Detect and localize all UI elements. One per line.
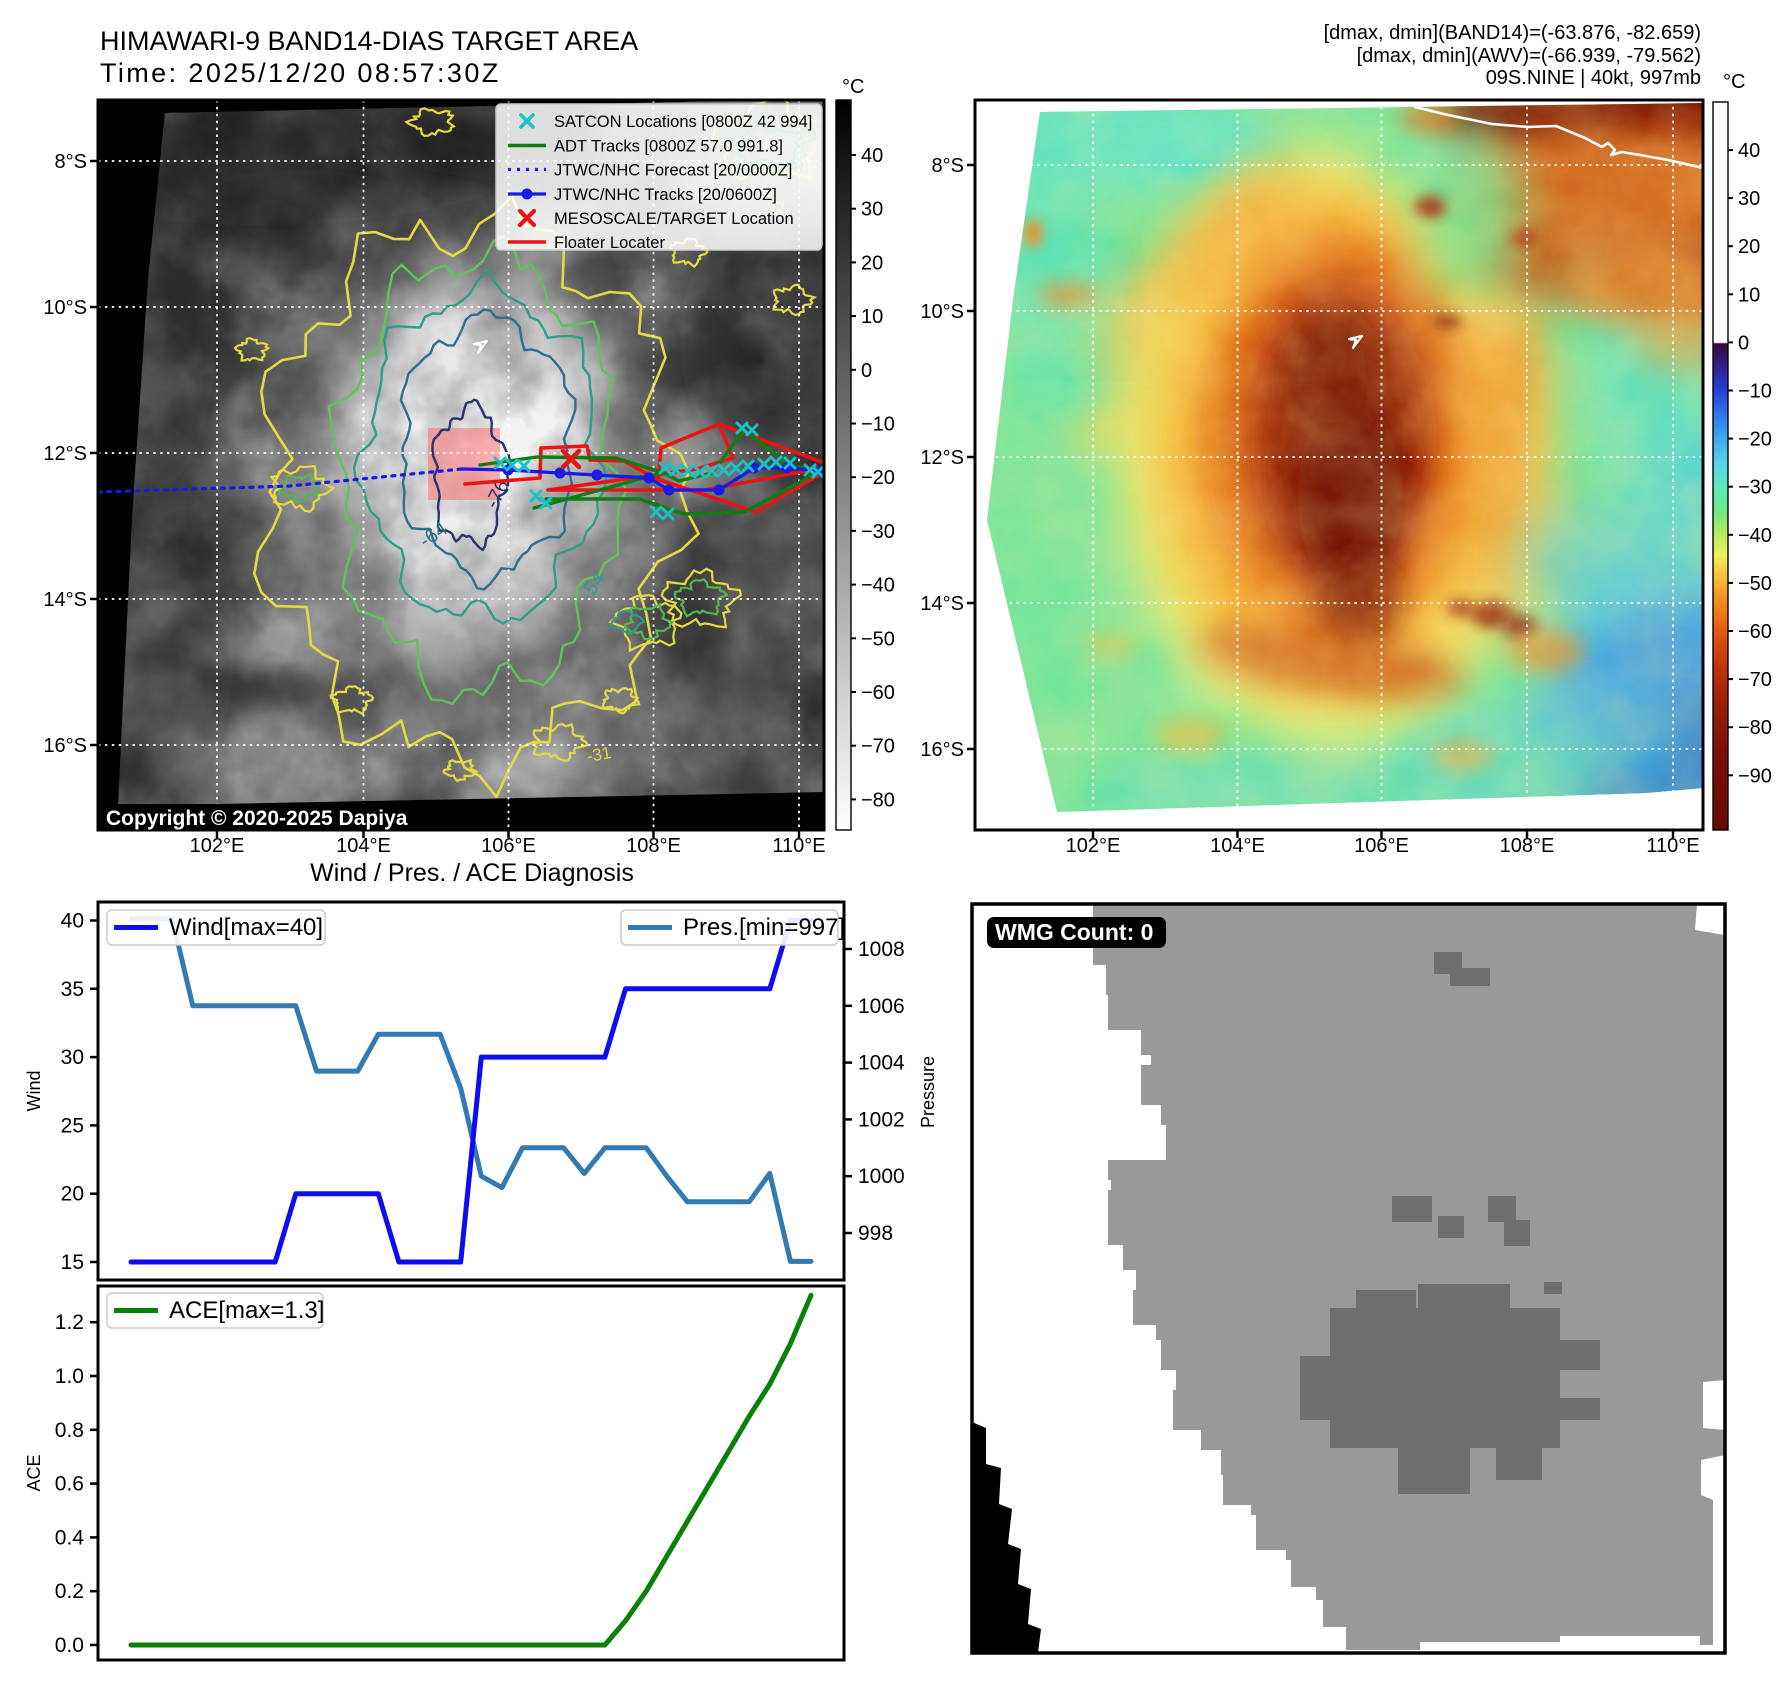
svg-text:106°E: 106°E [1354, 835, 1409, 857]
svg-text:8°S: 8°S [932, 155, 964, 177]
svg-text:0.8: 0.8 [55, 1419, 84, 1442]
svg-text:40: 40 [1738, 140, 1760, 162]
svg-text:−80: −80 [861, 789, 895, 811]
svg-text:16°S: 16°S [43, 735, 87, 757]
svg-text:−60: −60 [1738, 621, 1772, 643]
svg-text:1004: 1004 [858, 1052, 905, 1075]
svg-text:30: 30 [1738, 188, 1760, 210]
svg-text:ACE: ACE [24, 1454, 44, 1491]
svg-text:1.2: 1.2 [55, 1311, 84, 1334]
svg-text:JTWC/NHC Tracks [20/0600Z]: JTWC/NHC Tracks [20/0600Z] [554, 186, 777, 204]
svg-text:104°E: 104°E [336, 835, 391, 857]
svg-text:1006: 1006 [858, 995, 905, 1018]
svg-text:WMG Count: 0: WMG Count: 0 [995, 919, 1153, 945]
svg-text:−30: −30 [1738, 477, 1772, 499]
svg-text:40: 40 [61, 910, 84, 933]
svg-text:−60: −60 [861, 682, 895, 704]
svg-text:[dmax, dmin](AWV)=(-66.939, -7: [dmax, dmin](AWV)=(-66.939, -79.562) [1357, 45, 1701, 67]
svg-text:-31: -31 [585, 743, 613, 766]
svg-text:Wind[max=40]: Wind[max=40] [169, 914, 323, 941]
svg-text:35: 35 [61, 978, 84, 1001]
svg-text:1.0: 1.0 [55, 1365, 84, 1388]
svg-text:°C: °C [842, 76, 864, 98]
svg-text:−10: −10 [861, 414, 895, 436]
svg-text:10°S: 10°S [43, 297, 87, 319]
svg-text:0.6: 0.6 [55, 1473, 84, 1496]
svg-text:−70: −70 [1738, 669, 1772, 691]
svg-text:0: 0 [861, 360, 872, 382]
svg-text:30: 30 [861, 199, 883, 221]
svg-text:Pressure: Pressure [918, 1056, 938, 1128]
svg-text:°C: °C [1723, 71, 1745, 93]
svg-text:106°E: 106°E [481, 835, 536, 857]
svg-text:−30: −30 [861, 521, 895, 543]
svg-text:10°S: 10°S [920, 301, 964, 323]
svg-text:JTWC/NHC Forecast [20/0000Z]: JTWC/NHC Forecast [20/0000Z] [554, 162, 792, 180]
svg-text:Copyright © 2020-2025 Dapiya: Copyright © 2020-2025 Dapiya [106, 807, 408, 830]
svg-text:20: 20 [861, 252, 883, 274]
svg-text:20: 20 [61, 1183, 84, 1206]
svg-text:−70: −70 [861, 736, 895, 758]
svg-text:Floater Locater: Floater Locater [554, 234, 665, 252]
svg-text:12°S: 12°S [920, 447, 964, 469]
svg-text:20: 20 [1738, 236, 1760, 258]
svg-text:12°S: 12°S [43, 443, 87, 465]
svg-text:MESOSCALE/TARGET Location: MESOSCALE/TARGET Location [554, 210, 794, 228]
svg-text:−50: −50 [861, 628, 895, 650]
svg-text:HIMAWARI-9 BAND14-DIAS TARGET: HIMAWARI-9 BAND14-DIAS TARGET AREA [100, 26, 638, 56]
svg-text:−20: −20 [861, 467, 895, 489]
svg-text:0.4: 0.4 [55, 1526, 85, 1549]
svg-text:110°E: 110°E [772, 835, 825, 857]
svg-text:Time: 2025/12/20 08:57:30Z: Time: 2025/12/20 08:57:30Z [100, 58, 501, 88]
svg-text:−10: −10 [1738, 381, 1772, 403]
svg-text:10: 10 [1738, 284, 1760, 306]
svg-text:1000: 1000 [858, 1165, 905, 1188]
svg-text:ADT Tracks [0800Z 57.0 991.8]: ADT Tracks [0800Z 57.0 991.8] [554, 138, 783, 156]
svg-text:102°E: 102°E [190, 835, 245, 857]
svg-text:104°E: 104°E [1210, 835, 1265, 857]
svg-text:Wind / Pres. / ACE Diagnosis: Wind / Pres. / ACE Diagnosis [310, 859, 634, 887]
svg-text:0.0: 0.0 [55, 1634, 84, 1657]
svg-text:[dmax, dmin](BAND14)=(-63.876,: [dmax, dmin](BAND14)=(-63.876, -82.659) [1324, 22, 1701, 44]
svg-text:15: 15 [61, 1251, 84, 1274]
svg-text:30: 30 [61, 1046, 84, 1069]
svg-text:40: 40 [861, 145, 883, 167]
svg-text:Pres.[min=997]: Pres.[min=997] [683, 914, 845, 941]
svg-text:0: 0 [1738, 332, 1749, 354]
svg-text:0.2: 0.2 [55, 1580, 84, 1603]
svg-text:108°E: 108°E [1500, 835, 1555, 857]
svg-text:ACE[max=1.3]: ACE[max=1.3] [169, 1297, 324, 1324]
svg-text:−40: −40 [1738, 525, 1772, 547]
svg-text:1008: 1008 [858, 938, 905, 961]
svg-text:10: 10 [861, 306, 883, 328]
svg-text:−80: −80 [1738, 717, 1772, 739]
svg-text:09S.NINE | 40kt, 997mb: 09S.NINE | 40kt, 997mb [1486, 67, 1701, 89]
svg-text:108°E: 108°E [626, 835, 681, 857]
svg-text:−90: −90 [1738, 765, 1772, 787]
svg-text:SATCON Locations [0800Z 42 994: SATCON Locations [0800Z 42 994] [554, 113, 812, 131]
svg-text:110°E: 110°E [1646, 835, 1699, 857]
svg-text:−40: −40 [861, 575, 895, 597]
svg-text:998: 998 [858, 1222, 893, 1245]
svg-text:16°S: 16°S [920, 739, 964, 761]
svg-text:−20: −20 [1738, 429, 1772, 451]
svg-text:14°S: 14°S [920, 593, 964, 615]
svg-text:102°E: 102°E [1066, 835, 1121, 857]
svg-text:25: 25 [61, 1114, 84, 1137]
svg-text:Wind: Wind [24, 1070, 44, 1111]
svg-text:−50: −50 [1738, 573, 1772, 595]
svg-text:14°S: 14°S [43, 589, 87, 611]
svg-text:1002: 1002 [858, 1108, 905, 1131]
svg-text:8°S: 8°S [55, 151, 87, 173]
